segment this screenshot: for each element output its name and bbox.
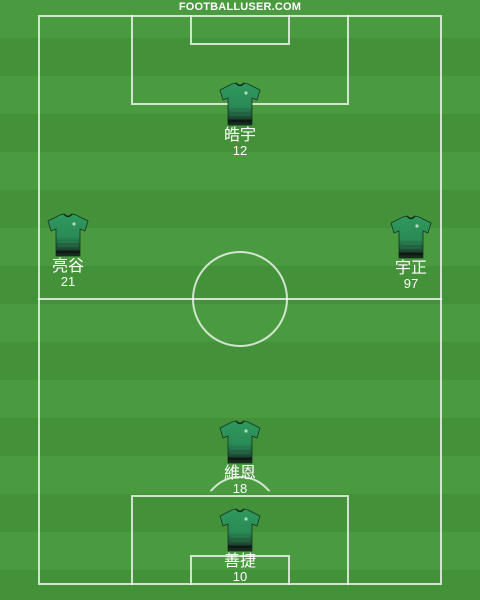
player-number: 10: [195, 570, 285, 584]
site-brand: FOOTBALLUSER.COM: [0, 1, 480, 13]
player-name: 宇正: [366, 259, 456, 277]
jersey-icon: [217, 81, 263, 127]
player-marker[interactable]: 維恩 18: [195, 419, 285, 496]
top-goal-area: [190, 15, 290, 45]
player-number: 12: [195, 144, 285, 158]
player-number: 18: [195, 482, 285, 496]
jersey-icon: [388, 214, 434, 260]
player-name: 皓宇: [195, 126, 285, 144]
player-marker[interactable]: 亮谷 21: [23, 212, 113, 289]
player-marker[interactable]: 善捷 10: [195, 507, 285, 584]
player-number: 97: [366, 277, 456, 291]
jersey-icon: [217, 419, 263, 465]
player-name: 善捷: [195, 552, 285, 570]
player-name: 維恩: [195, 464, 285, 482]
jersey-icon: [217, 507, 263, 553]
player-name: 亮谷: [23, 257, 113, 275]
player-marker[interactable]: 宇正 97: [366, 214, 456, 291]
player-marker[interactable]: 皓宇 12: [195, 81, 285, 158]
jersey-icon: [45, 212, 91, 258]
center-circle: [192, 251, 288, 347]
player-number: 21: [23, 275, 113, 289]
